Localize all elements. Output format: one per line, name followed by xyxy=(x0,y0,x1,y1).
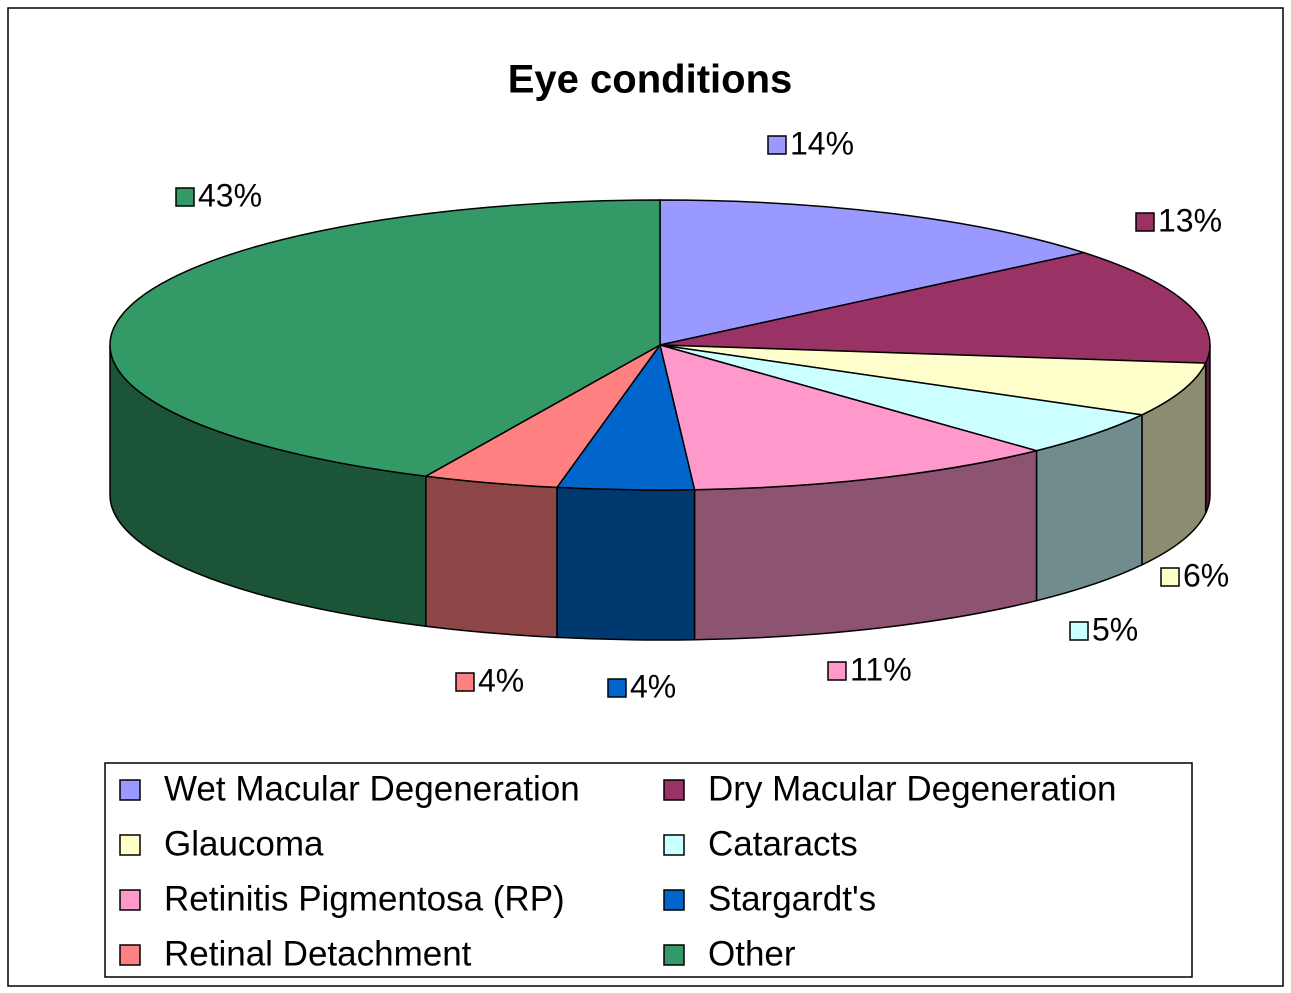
legend-key xyxy=(663,889,685,911)
label-key xyxy=(1135,212,1155,232)
label-key xyxy=(455,672,475,692)
label-key xyxy=(1069,621,1089,641)
chart-title: Eye conditions xyxy=(508,58,793,102)
label-key xyxy=(607,678,627,698)
legend-key xyxy=(119,834,141,856)
slice xyxy=(659,344,1145,452)
slice xyxy=(659,199,1087,346)
slice-side xyxy=(556,486,696,641)
data-label: 5% xyxy=(1092,611,1138,647)
legend-key xyxy=(663,779,685,801)
legend-label: Wet Macular Degeneration xyxy=(164,769,580,808)
legend-label: Other xyxy=(708,934,796,973)
legend-box xyxy=(104,762,1193,978)
slice-side xyxy=(425,475,558,639)
label-key xyxy=(767,135,787,155)
data-label: 14% xyxy=(790,125,854,161)
slice xyxy=(659,344,1207,416)
legend-key xyxy=(663,944,685,966)
legend-key xyxy=(119,944,141,966)
data-label: 11% xyxy=(850,651,912,687)
slice xyxy=(109,199,661,477)
legend-label: Cataracts xyxy=(708,824,858,863)
legend-label: Dry Macular Degeneration xyxy=(708,769,1117,808)
legend-label: Glaucoma xyxy=(164,824,324,863)
slice xyxy=(658,343,1040,491)
legend-key xyxy=(663,834,685,856)
legend-label: Retinal Detachment xyxy=(164,934,472,973)
legend-label: Stargardt's xyxy=(708,879,876,918)
label-key xyxy=(175,187,195,207)
legend-key xyxy=(119,779,141,801)
data-label: 6% xyxy=(1183,557,1229,593)
label-key xyxy=(827,661,847,681)
data-label: 43% xyxy=(198,177,262,213)
data-label: 4% xyxy=(630,668,676,704)
label-key xyxy=(1160,567,1180,587)
legend-key xyxy=(119,889,141,911)
legend-label: Retinitis Pigmentosa (RP) xyxy=(164,879,565,918)
data-label: 13% xyxy=(1158,202,1222,238)
slice xyxy=(659,251,1211,364)
data-label: 4% xyxy=(478,662,524,698)
